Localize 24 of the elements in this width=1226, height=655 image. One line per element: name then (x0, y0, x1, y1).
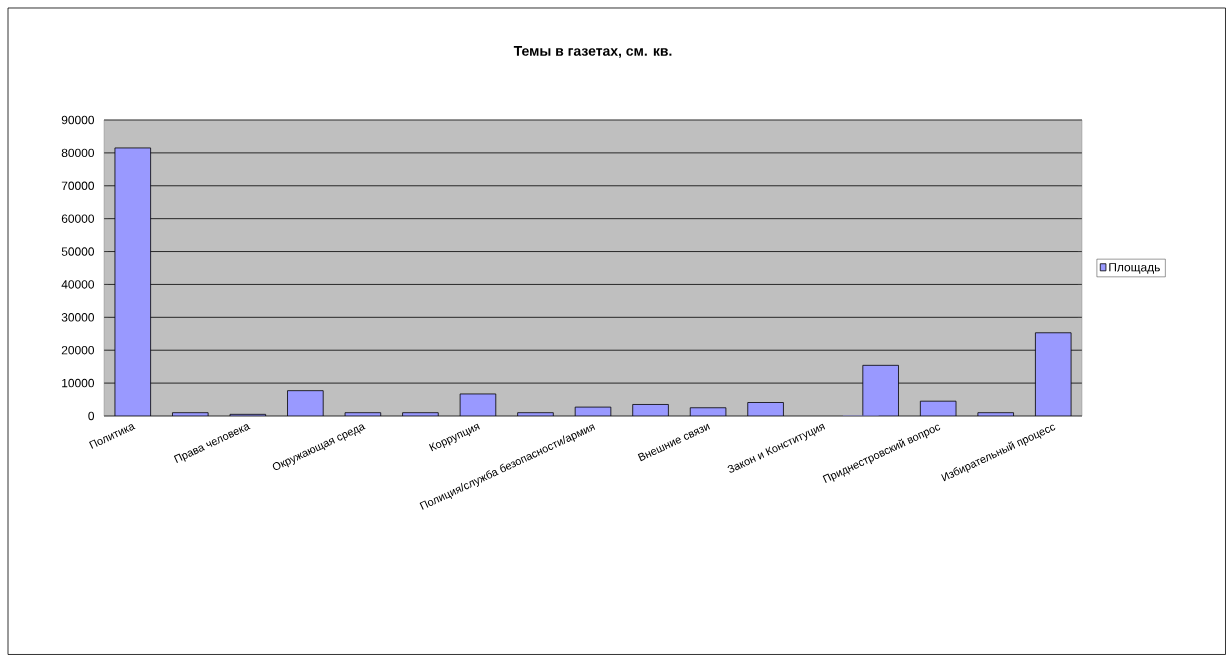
y-tick-label: 10000 (62, 378, 95, 388)
bar (402, 412, 439, 416)
y-tick-label: 40000 (61, 280, 95, 289)
bar (632, 404, 669, 416)
bar (517, 412, 554, 416)
y-tick-label: 0 (88, 411, 95, 421)
bar (747, 402, 784, 416)
y-tick-label: 80000 (61, 148, 95, 158)
legend-label: Площадь (1109, 263, 1160, 274)
bar (459, 393, 497, 416)
y-tick-label: 90000 (61, 115, 95, 125)
y-tick-label: 60000 (61, 214, 95, 223)
bar (172, 412, 209, 416)
y-tick-label: 20000 (61, 345, 95, 355)
bar (287, 390, 324, 416)
bar (344, 412, 382, 416)
chart-title: Темы в газетах, см. кв. (513, 46, 672, 58)
bar (977, 412, 1014, 416)
y-tick-label: 50000 (61, 247, 95, 256)
bar (689, 407, 727, 416)
bar (919, 400, 957, 416)
y-tick-label: 70000 (61, 181, 95, 190)
bar (574, 406, 612, 416)
y-tick-label: 30000 (61, 313, 95, 322)
